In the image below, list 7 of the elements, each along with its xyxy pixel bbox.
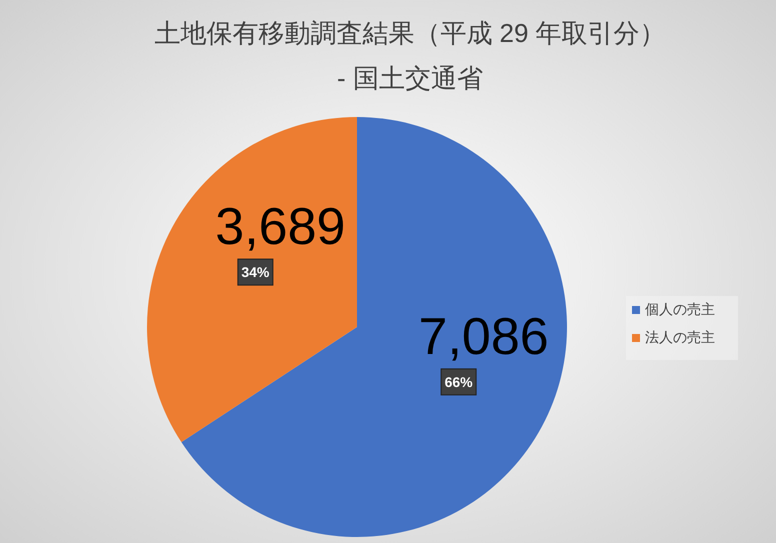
chart-title: 土地保有移動調査結果（平成 29 年取引分） - 国土交通省 [154, 18, 666, 93]
text: 34% [241, 264, 270, 280]
data-label: 7,086 [418, 308, 549, 366]
legend-label: 法人の売主 [645, 329, 715, 345]
legend-label: 個人の売主 [645, 301, 715, 317]
data-label: 3,689 [215, 198, 346, 256]
text: 66% [444, 374, 474, 390]
